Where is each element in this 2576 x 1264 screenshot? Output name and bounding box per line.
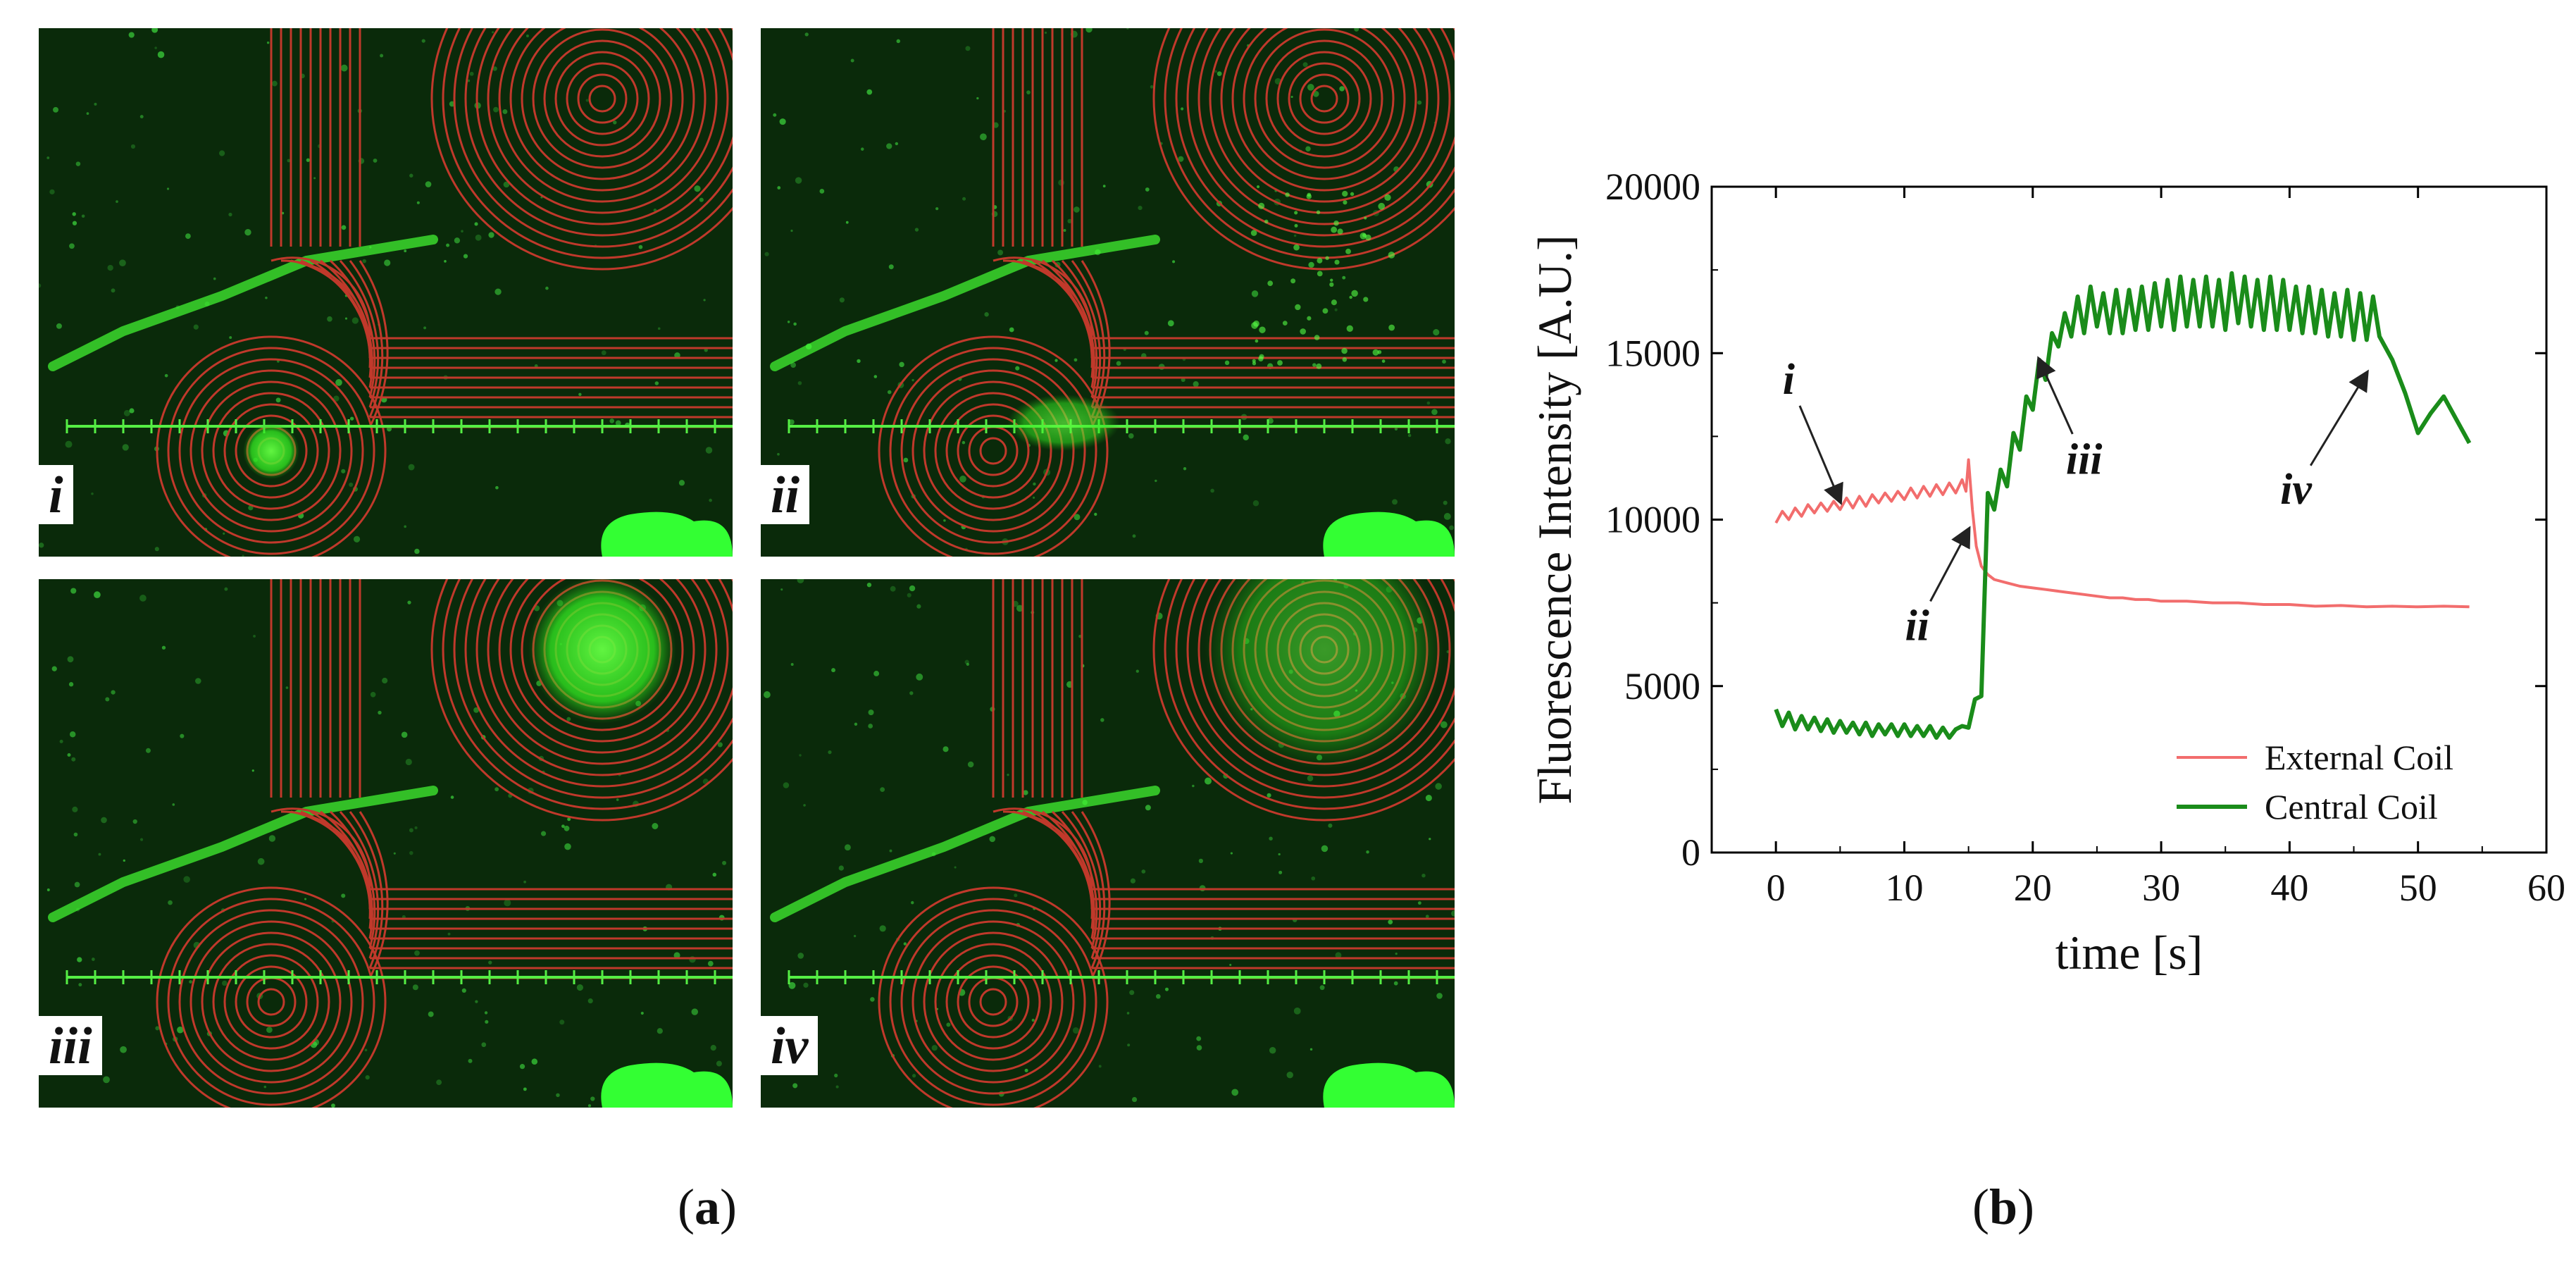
y-tick-label: 5000 [1624, 665, 1700, 707]
caption-a: (a) [678, 1178, 737, 1237]
micrograph-ii: ii [761, 28, 1455, 557]
fluorescent-speckles [764, 28, 1455, 552]
micrograph-iii: iii [39, 579, 733, 1108]
x-axis-label: time [s] [2055, 926, 2203, 979]
fluorescent-streak [770, 786, 1160, 922]
fluorescent-streak [770, 235, 1160, 371]
annotation-label: ii [1905, 602, 1929, 650]
fluorescent-streak [48, 235, 438, 371]
annotation-arrow [2309, 369, 2369, 466]
x-tick-label: 50 [2399, 867, 2437, 909]
glow-central-coil-dim [1205, 579, 1444, 769]
bright-blob [601, 1062, 733, 1108]
legend-label: External Coil [2265, 738, 2453, 777]
coil-pattern [156, 579, 733, 1108]
caption-b: (b) [1972, 1178, 2034, 1237]
x-tick-label: 30 [2142, 867, 2180, 909]
chart-svg: 0 10 20 30 40 50 60 0 5000 10000 15000 20000 time [s… [1528, 166, 2565, 979]
caption-a-open: ( [678, 1179, 695, 1235]
micrograph-iv: iv [761, 579, 1455, 1108]
micrograph-background [761, 28, 1455, 557]
annotation-arrow [1798, 405, 1843, 506]
micrograph-ii-image [761, 28, 1455, 557]
annotation-label: i [1783, 356, 1795, 404]
micrograph-iii-label: iii [39, 1016, 102, 1075]
caption-a-close: ) [719, 1179, 737, 1235]
micrograph-i-label: i [39, 465, 73, 524]
micrograph-iv-image [761, 579, 1455, 1108]
annotation-arrow [2036, 356, 2074, 435]
y-tick-label: 20000 [1605, 166, 1700, 208]
x-tick-label: 10 [1885, 867, 1923, 909]
bright-blob [1323, 512, 1455, 557]
bright-blob [1323, 1062, 1455, 1108]
y-tick-label: 0 [1681, 831, 1700, 874]
y-axis-label: Fluorescence Intensity [A.U.] [1528, 235, 1581, 804]
annotation-arrow [1929, 526, 1971, 602]
series-line-central-coil [1774, 271, 2472, 740]
annotation-label: iii [2066, 435, 2103, 483]
micrograph-i: i [39, 28, 733, 557]
micrograph-background [39, 28, 733, 557]
fluorescent-streak [48, 786, 438, 922]
coil-pattern [878, 579, 1455, 1108]
bright-blob [601, 512, 733, 557]
caption-b-letter: b [1989, 1179, 2018, 1235]
legend-label: Central Coil [2265, 787, 2438, 826]
fluorescence-chart: 0 10 20 30 40 50 60 0 5000 10000 15000 20000 time [s… [1465, 127, 2576, 1043]
caption-b-open: ( [1972, 1179, 1989, 1235]
y-tick-label: 10000 [1605, 499, 1700, 541]
micrograph-i-image [39, 28, 733, 557]
series-line-external-coil [1774, 458, 2470, 609]
coil-pattern [878, 28, 1455, 557]
y-tick-label: 15000 [1605, 332, 1700, 374]
x-tick-label: 60 [2527, 867, 2565, 909]
caption-a-letter: a [694, 1179, 720, 1235]
x-tick-label: 20 [2014, 867, 2052, 909]
glow-external-coil [243, 423, 299, 479]
glow-central-coil [528, 579, 676, 724]
micrograph-iii-image [39, 579, 733, 1108]
micrograph-ii-label: ii [761, 465, 810, 524]
glow-transition [1007, 395, 1120, 451]
caption-b-close: ) [2017, 1179, 2035, 1235]
annotation-label: iv [2280, 466, 2313, 514]
x-tick-label: 40 [2270, 867, 2308, 909]
micrograph-iv-label: iv [761, 1016, 819, 1075]
x-tick-label: 0 [1767, 867, 1786, 909]
